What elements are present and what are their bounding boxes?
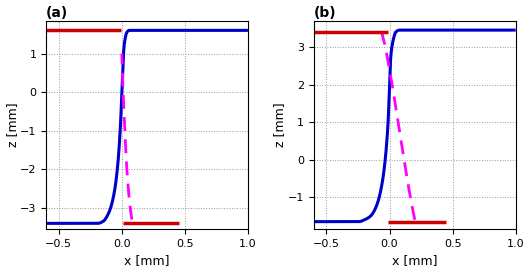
Y-axis label: z [mm]: z [mm]	[273, 103, 286, 147]
Text: (b): (b)	[314, 5, 337, 20]
X-axis label: x [mm]: x [mm]	[392, 254, 437, 268]
X-axis label: x [mm]: x [mm]	[125, 254, 170, 268]
Text: (a): (a)	[46, 5, 68, 20]
Y-axis label: z [mm]: z [mm]	[5, 103, 19, 147]
